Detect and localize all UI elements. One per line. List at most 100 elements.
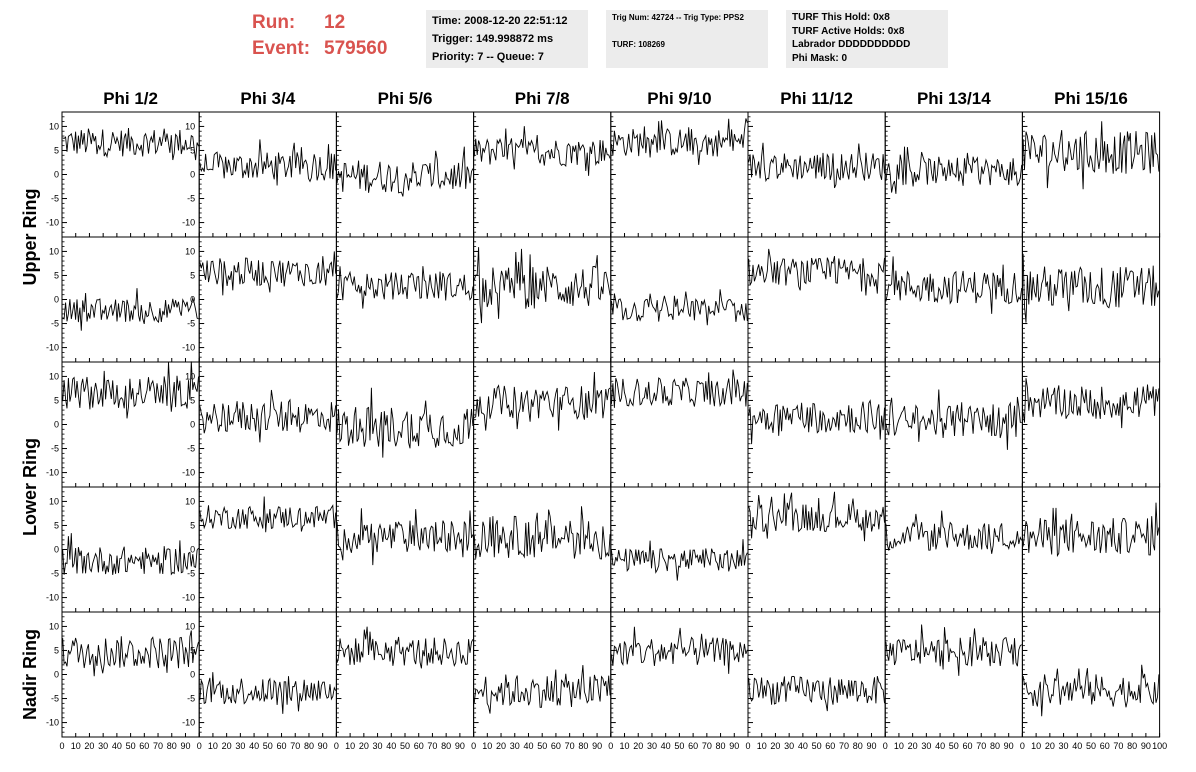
y-tick-label: -5 [51,319,59,329]
phi-mask-text: Phi Mask: 0 [792,52,848,64]
waveform-trace [199,251,337,296]
x-tick-label: 20 [84,741,94,751]
y-tick-label: -5 [187,319,195,329]
x-tick-label: 20 [359,741,369,751]
x-tick-label: 10 [620,741,630,751]
y-tick-label: 0 [54,170,59,180]
waveform-trace [336,508,474,566]
y-tick-label: 5 [190,395,195,405]
x-tick-label: 60 [1100,741,1110,751]
turf-info-box: TURF This Hold: 0x8 TURF Active Holds: 0… [786,10,948,68]
trig-text: Trig Num: 42724 -- Trig Type: PPS2 [612,13,744,22]
panel-frame [747,486,886,613]
y-tick-label: 0 [190,545,195,555]
waveform-trace [62,288,199,331]
waveform-trace [611,539,748,581]
x-tick-label: 50 [400,741,410,751]
ring-label: Lower Ring [20,438,40,536]
time-text: Time: 2008-12-20 22:51:12 [432,15,568,27]
y-tick-label: -5 [187,444,195,454]
panel-frame [610,361,749,488]
waveform-trace [336,626,474,669]
x-tick-label: 50 [537,741,547,751]
waveform-trace [199,139,337,186]
x-tick-label: 80 [716,741,726,751]
x-tick-label: 20 [633,741,643,751]
x-tick-label: 40 [523,741,533,751]
x-tick-label: 90 [1004,741,1014,751]
x-tick-label: 50 [126,741,136,751]
y-tick-label: -10 [46,468,59,478]
panel-frame [1021,486,1161,613]
panel-frame [198,111,337,238]
x-tick-label: 10 [71,741,81,751]
waveform-trace [748,142,885,189]
x-tick-label: 60 [688,741,698,751]
x-tick-label: 80 [578,741,588,751]
panel-frame [473,236,612,363]
y-tick-label: 5 [190,645,195,655]
x-tick-label: 80 [441,741,451,751]
panel-frame [335,361,475,488]
panel-frame [1021,236,1161,363]
x-tick-label: 80 [1127,741,1137,751]
y-tick-label: -10 [46,343,59,353]
x-tick-label: 30 [510,741,520,751]
waveform-trace [1022,121,1160,190]
y-tick-label: -10 [46,218,59,228]
y-tick-label: 5 [54,395,59,405]
y-tick-label: 0 [190,170,195,180]
column-title: Phi 1/2 [103,89,158,108]
turf-hold-text: TURF This Hold: 0x8 [792,12,890,23]
x-tick-label: 50 [812,741,822,751]
x-tick-label: 50 [1086,741,1096,751]
y-tick-label: 0 [54,420,59,430]
x-tick-label: 60 [963,741,973,751]
run-label: Run: [252,12,296,33]
waveform-trace [748,491,885,542]
x-tick-label: 30 [235,741,245,751]
y-tick-label: 5 [54,520,59,530]
x-tick-label: 80 [167,741,177,751]
column-title: Phi 15/16 [1054,89,1128,108]
panel-frame [1021,611,1161,738]
waveform-trace [62,630,199,677]
waveform-trace [885,256,1023,314]
event-label: Event: [252,38,311,59]
column-title: Phi 7/8 [515,89,570,108]
panel-frame [198,486,337,613]
waveform-trace [885,146,1023,194]
x-tick-label: 40 [1072,741,1082,751]
x-tick-label: 10 [345,741,355,751]
y-tick-label: 10 [185,371,195,381]
priority-text: Priority: 7 -- Queue: 7 [432,51,544,63]
waveform-trace [473,506,611,560]
x-tick-label: 40 [112,741,122,751]
event-row: Event: 579560 [252,36,387,62]
waveform-trace [473,247,611,324]
column-title: Phi 13/14 [917,89,991,108]
y-tick-label: 5 [190,145,195,155]
x-tick-label: 20 [222,741,232,751]
run-row: Run: 12 [252,10,387,36]
y-tick-label: 10 [185,246,195,256]
labrador-text: Labrador DDDDDDDDDD [792,39,911,50]
y-tick-label: 0 [54,670,59,680]
y-tick-label: 10 [49,496,59,506]
y-tick-label: 0 [190,420,195,430]
waveform-trace [336,387,474,458]
x-tick-label: 0 [608,741,613,751]
waveform-trace [473,665,611,714]
panel-frame [61,111,200,238]
waveform-trace [748,399,885,445]
y-tick-label: -5 [187,569,195,579]
y-tick-label: 0 [190,295,195,305]
y-tick-label: 0 [54,295,59,305]
ring-label: Upper Ring [20,189,40,286]
panel-frame [610,486,749,613]
y-tick-label: 10 [49,621,59,631]
y-tick-label: 10 [49,246,59,256]
y-tick-label: -5 [51,694,59,704]
y-tick-label: 10 [185,496,195,506]
x-tick-label: 10 [482,741,492,751]
